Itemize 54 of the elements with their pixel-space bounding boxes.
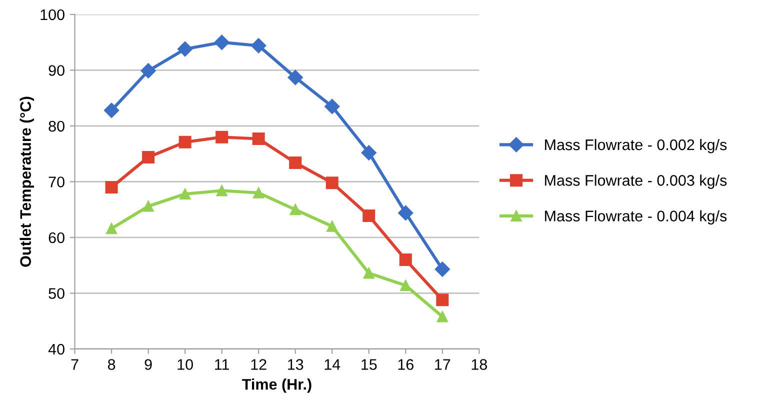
x-tick-label: 11 [215, 359, 230, 370]
y-tick-label: 100 [40, 9, 64, 20]
x-tick-label: 16 [398, 359, 414, 370]
point [142, 150, 155, 164]
point [253, 187, 264, 198]
x-tick-label: 9 [144, 359, 152, 370]
x-tick-label: 10 [178, 359, 193, 370]
point [326, 176, 338, 190]
point [289, 156, 302, 170]
x-tick-label: 8 [108, 359, 116, 370]
point [363, 268, 374, 279]
y-tick-label: 70 [48, 176, 64, 188]
x-tick-label: 17 [435, 359, 450, 370]
point [436, 311, 448, 322]
point [362, 209, 376, 222]
x-tick-label: 15 [362, 359, 377, 370]
point [398, 205, 414, 221]
y-tick-label: 60 [48, 232, 64, 244]
legend-label: Mass Flowrate - 0.003 kg/s [545, 174, 727, 189]
point [214, 34, 230, 50]
point [142, 200, 154, 212]
x-tick-label: 18 [472, 359, 487, 370]
point [140, 63, 156, 78]
x-axis-title: Time (Hr.) [242, 378, 312, 393]
point [180, 188, 191, 200]
point [106, 223, 118, 234]
point [216, 185, 228, 196]
x-tick-label: 13 [288, 359, 304, 370]
y-tick-label: 80 [48, 120, 64, 132]
point [326, 220, 338, 232]
legend-label: Mass Flowrate - 0.002 kg/s [545, 138, 727, 154]
point [400, 280, 412, 291]
point [324, 98, 340, 114]
y-tick-label: 90 [48, 65, 64, 76]
point [104, 102, 120, 118]
x-tick-label: 12 [251, 359, 266, 370]
point [105, 181, 118, 194]
point [361, 145, 376, 160]
point [288, 70, 303, 86]
point [434, 262, 450, 277]
point [251, 38, 266, 54]
legend-label: Mass Flowrate - 0.004 kg/s [545, 210, 727, 224]
point [290, 204, 301, 216]
y-tick-label: 50 [48, 288, 64, 299]
point [252, 132, 265, 146]
point [178, 136, 192, 148]
point [436, 294, 449, 306]
point [399, 254, 412, 266]
y-tick-label: 40 [48, 344, 64, 355]
point [177, 41, 193, 57]
point [216, 130, 228, 144]
y-axis-title: Outlet Temperature (°C) [20, 96, 34, 267]
x-tick-label: 7 [71, 359, 78, 370]
x-tick-label: 14 [324, 359, 340, 370]
